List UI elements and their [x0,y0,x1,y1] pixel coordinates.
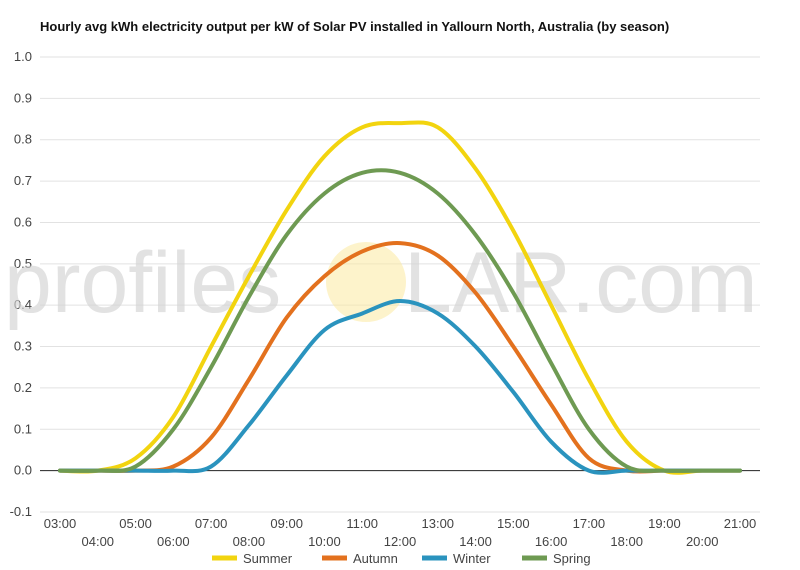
x-tick-label: 13:00 [422,516,455,531]
x-tick-label: 12:00 [384,534,417,549]
x-tick-label: 08:00 [233,534,266,549]
series-lines [58,120,742,475]
grid-lines [40,56,760,513]
x-axis-ticks: 03:00 04:00 05:00 06:00 07:00 08:00 09:00 10:00… [44,516,757,549]
x-tick-label: 17:00 [573,516,606,531]
y-tick-label: -0.1 [10,504,32,519]
x-tick-label: 18:00 [610,534,643,549]
x-tick-label: 21:00 [724,516,757,531]
y-tick-label: 0.1 [14,421,32,436]
x-tick-label: 04:00 [82,534,115,549]
x-tick-label: 07:00 [195,516,228,531]
y-tick-label: 0.9 [14,90,32,105]
x-tick-label: 14:00 [459,534,492,549]
y-tick-label: 0.2 [14,380,32,395]
legend-label-spring[interactable]: Spring [553,551,591,566]
x-tick-label: 09:00 [270,516,303,531]
y-tick-label: 1.0 [14,49,32,64]
chart-title: Hourly avg kWh electricity output per kW… [40,19,670,34]
legend-label-winter[interactable]: Winter [453,551,491,566]
x-tick-label: 20:00 [686,534,719,549]
y-tick-label: 0.5 [14,256,32,271]
x-tick-label: 15:00 [497,516,530,531]
series-line-spring [58,168,742,473]
y-tick-label: 0.7 [14,173,32,188]
x-tick-label: 05:00 [119,516,152,531]
watermark-text-right: LAR.com [404,235,758,331]
y-tick-label: 0.8 [14,132,32,147]
x-tick-label: 06:00 [157,534,190,549]
y-tick-label: 0.0 [14,463,32,478]
series-line-summer [58,120,742,475]
legend: Summer Autumn Winter Spring [212,551,591,566]
x-tick-label: 19:00 [648,516,681,531]
y-tick-label: 0.4 [14,297,32,312]
x-tick-label: 11:00 [346,516,378,531]
x-tick-label: 03:00 [44,516,77,531]
y-axis-ticks: -0.1 0.0 0.1 0.2 0.3 0.4 0.5 0.6 0.7 0.8 0.9 1.0 [10,49,32,519]
x-tick-label: 16:00 [535,534,568,549]
legend-label-summer[interactable]: Summer [243,551,293,566]
x-tick-label: 10:00 [308,534,341,549]
series-line-winter [58,299,742,475]
watermark-text-left: profiles [4,235,281,331]
watermark: profiles LAR.com [4,235,758,331]
y-tick-label: 0.3 [14,339,32,354]
legend-label-autumn[interactable]: Autumn [353,551,398,566]
y-tick-label: 0.6 [14,214,32,229]
